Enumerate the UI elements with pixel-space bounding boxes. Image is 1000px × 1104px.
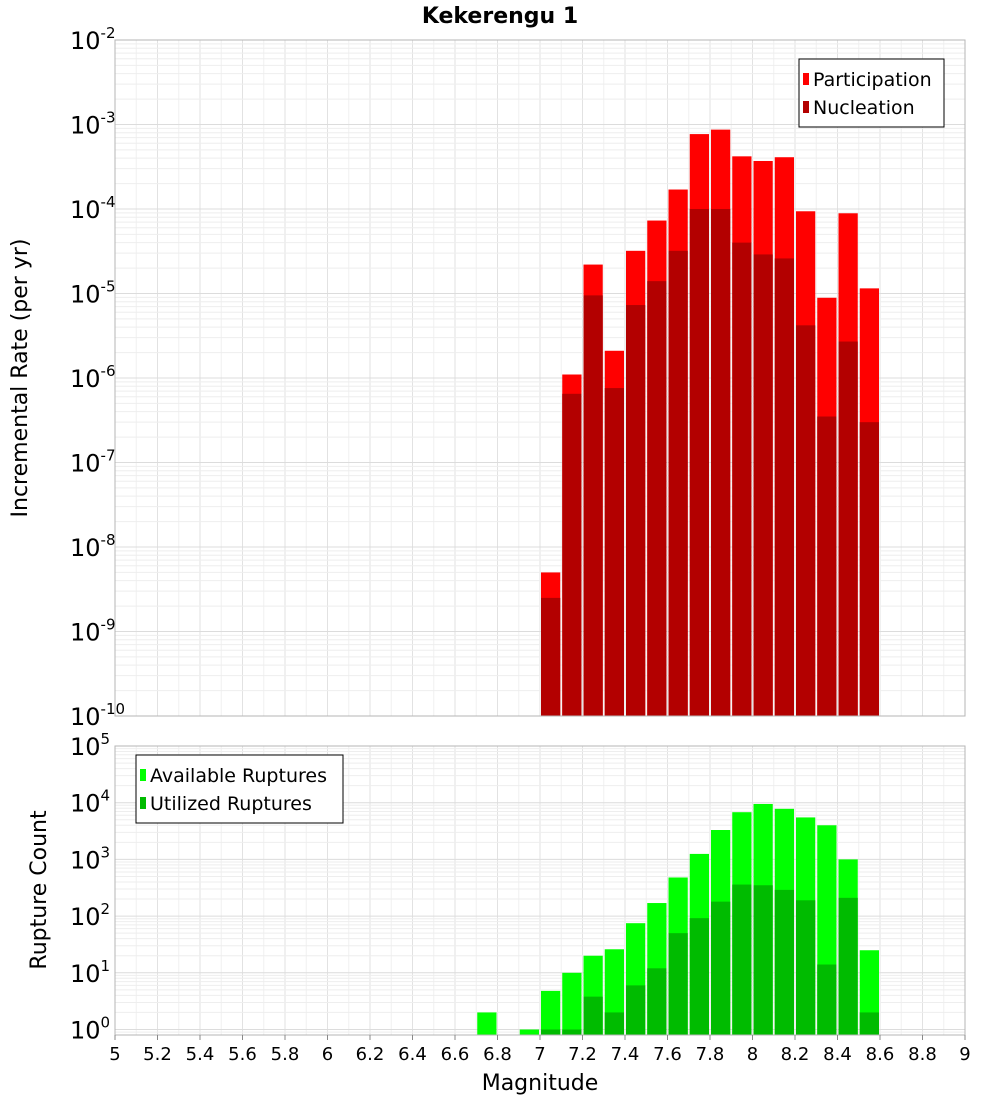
count-y-axis-label: Rupture Count [27, 810, 52, 970]
count-y-tick-label: 105 [70, 730, 110, 761]
count-bar-utilized-ruptures [541, 1029, 561, 1035]
rate-legend: Participation Nucleation [798, 58, 945, 128]
rate-y-tick-label: 10-3 [70, 109, 116, 140]
rate-bar-nucleation [838, 341, 858, 716]
x-tick-label: 8 [747, 1044, 758, 1065]
rate-legend-label: Nucleation [813, 97, 915, 119]
x-tick-label: 8.2 [781, 1044, 810, 1065]
rate-y-tick-label: 10-8 [70, 531, 116, 562]
x-tick-label: 5.2 [143, 1044, 172, 1065]
rate-bar-nucleation [774, 258, 794, 716]
count-legend-swatch [140, 797, 146, 809]
count-bar-utilized-ruptures [711, 901, 731, 1035]
x-tick-label: 8.6 [866, 1044, 895, 1065]
rate-bar-nucleation [562, 393, 582, 716]
count-bar-utilized-ruptures [562, 1029, 582, 1035]
count-bar-utilized-ruptures [859, 1012, 879, 1035]
rate-y-axis-label: Incremental Rate (per yr) [8, 239, 33, 518]
x-tick-label: 6.8 [483, 1044, 512, 1065]
rate-panel: 10-10 10-9 10-8 10-7 10-6 10-5 10-4 10-3 10-2 Inc… [8, 24, 966, 731]
rate-bar-nucleation [817, 416, 837, 716]
rate-bar-nucleation [753, 254, 773, 716]
rate-bar-nucleation [668, 250, 688, 716]
count-bar-utilized-ruptures [583, 996, 603, 1035]
rate-bar-nucleation [626, 305, 646, 716]
x-axis-ticks: 5 5.2 5.4 5.6 5.8 6 6.2 6.4 6.6 6.8 7 7.2 7.4 7.6 7.8 8… [109, 1035, 971, 1065]
count-legend: Available Ruptures Utilized Ruptures [135, 754, 344, 824]
count-bar-utilized-ruptures [774, 889, 794, 1035]
count-y-tick-label: 100 [70, 1014, 110, 1045]
count-bar-utilized-ruptures [647, 968, 667, 1035]
rate-bar-nucleation [689, 209, 709, 716]
x-axis-label: Magnitude [482, 1071, 599, 1096]
rate-bar-nucleation [583, 295, 603, 716]
count-bar-utilized-ruptures [604, 1012, 624, 1035]
x-tick-label: 5.8 [271, 1044, 300, 1065]
count-y-tick-label: 103 [70, 843, 110, 874]
rate-legend-swatch [803, 73, 809, 85]
count-y-tick-label: 101 [70, 957, 110, 988]
rate-legend-swatch [803, 101, 809, 113]
count-bar-available-ruptures [477, 1012, 497, 1035]
count-legend-label: Utilized Ruptures [150, 793, 312, 815]
x-tick-label: 5.4 [186, 1044, 215, 1065]
count-legend-label: Available Ruptures [150, 765, 327, 787]
rate-y-tick-label: 10-10 [70, 700, 125, 731]
rate-bar-nucleation [647, 281, 667, 716]
rate-y-tick-label: 10-4 [70, 193, 116, 224]
rate-bar-nucleation [732, 242, 752, 717]
x-tick-label: 7.4 [611, 1044, 640, 1065]
x-tick-label: 6.2 [356, 1044, 385, 1065]
count-bar-utilized-ruptures [753, 885, 773, 1035]
count-bar-utilized-ruptures [796, 900, 816, 1035]
count-bar-utilized-ruptures [817, 964, 837, 1035]
rate-y-tick-label: 10-7 [70, 447, 116, 478]
x-tick-label: 7 [534, 1044, 545, 1065]
count-y-tick-label: 102 [70, 900, 110, 931]
x-tick-label: 6.4 [398, 1044, 427, 1065]
x-tick-label: 6 [322, 1044, 333, 1065]
rate-y-tick-label: 10-9 [70, 616, 116, 647]
count-legend-box [135, 754, 344, 824]
rate-plot-border [114, 39, 966, 717]
count-bar-utilized-ruptures [668, 933, 688, 1035]
count-bar-available-ruptures [541, 990, 561, 1035]
x-tick-label: 5 [109, 1044, 120, 1065]
rate-y-tick-label: 10-2 [70, 24, 116, 55]
rate-legend-box [798, 58, 945, 128]
count-bar-utilized-ruptures [626, 985, 646, 1035]
x-tick-label: 8.4 [823, 1044, 852, 1065]
x-tick-label: 7.8 [696, 1044, 725, 1065]
rate-bar-nucleation [796, 325, 816, 716]
count-bar-utilized-ruptures [838, 897, 858, 1035]
rate-y-tick-label: 10-6 [70, 362, 116, 393]
x-tick-label: 8.8 [908, 1044, 937, 1065]
x-tick-label: 6.6 [441, 1044, 470, 1065]
x-tick-label: 7.6 [653, 1044, 682, 1065]
count-bar-utilized-ruptures [689, 918, 709, 1035]
count-bar-available-ruptures [519, 1029, 539, 1035]
rate-bar-nucleation [711, 209, 731, 716]
count-legend-swatch [140, 769, 146, 781]
x-tick-label: 7.2 [568, 1044, 597, 1065]
rate-bar-nucleation [604, 388, 624, 716]
count-bar-utilized-ruptures [732, 884, 752, 1035]
rate-y-tick-label: 10-5 [70, 278, 116, 309]
x-tick-label: 5.6 [228, 1044, 257, 1065]
rate-legend-label: Participation [813, 69, 932, 91]
chart-title: Kekerengu 1 [422, 4, 578, 29]
x-tick-label: 9 [959, 1044, 970, 1065]
rupture-count-panel: 100 101 102 103 104 105 Rupture Count Available… [27, 730, 966, 1045]
count-y-tick-label: 104 [70, 787, 110, 818]
rate-bar-nucleation [541, 597, 561, 716]
count-bar-available-ruptures [562, 972, 582, 1035]
rate-bar-nucleation [859, 422, 879, 716]
